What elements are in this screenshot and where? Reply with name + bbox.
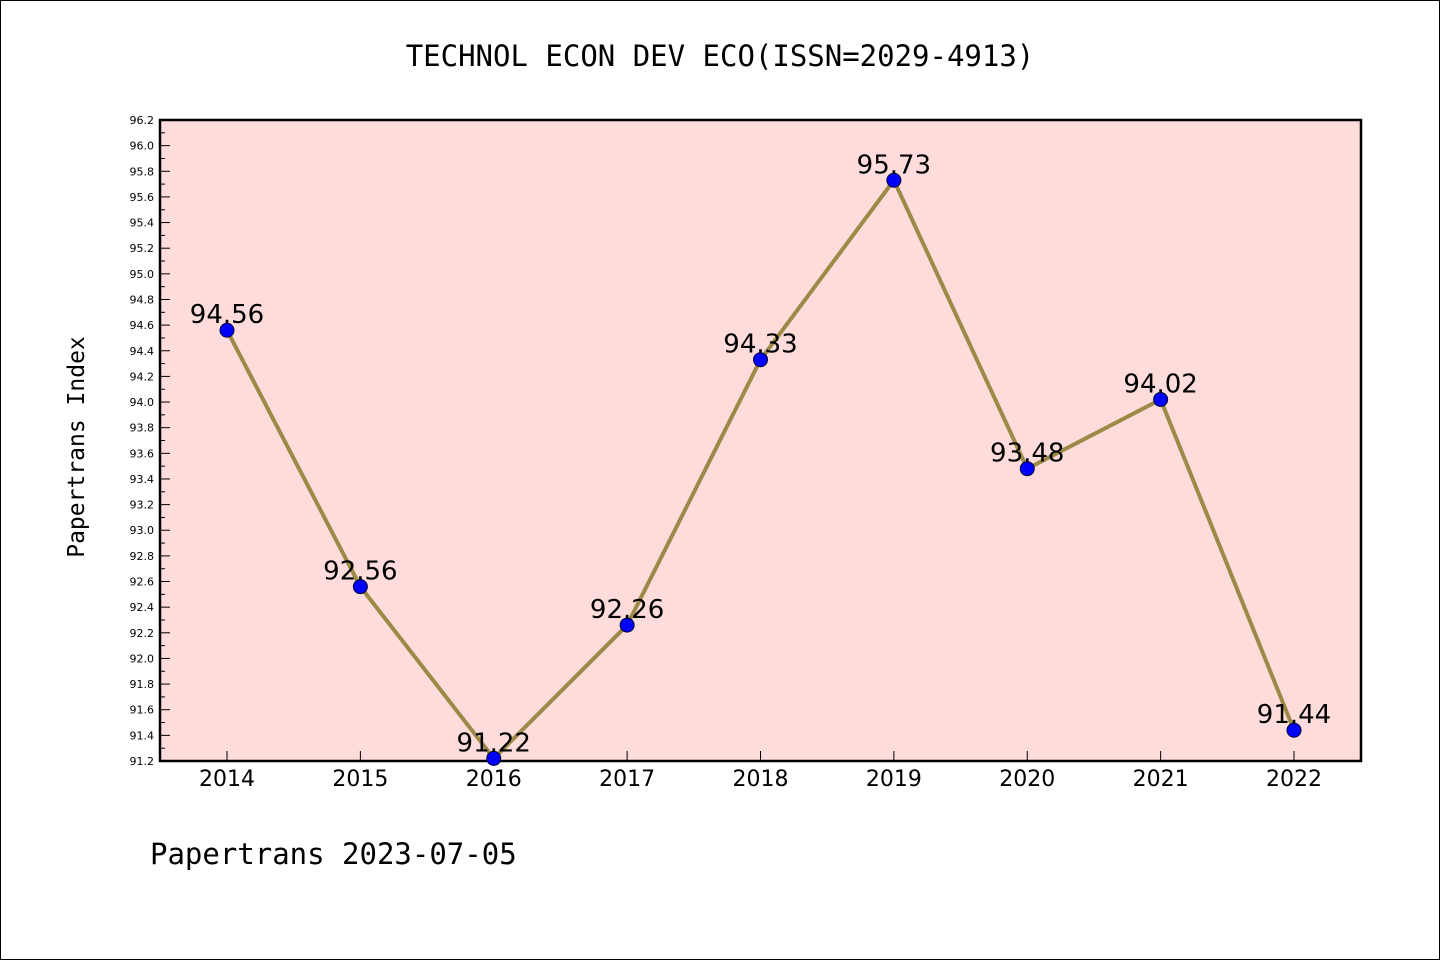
y-tick-label: 95.4 [130, 217, 155, 230]
y-tick-label: 92.0 [130, 652, 155, 665]
y-tick-label: 95.8 [130, 165, 155, 178]
data-label: 91.22 [457, 728, 531, 758]
data-point [1286, 722, 1302, 738]
y-tick-label: 96.0 [130, 140, 155, 153]
y-tick-label: 93.2 [130, 499, 155, 512]
data-label: 93.48 [990, 439, 1064, 469]
x-tick-label: 2021 [1133, 767, 1189, 792]
data-label: 94.02 [1123, 369, 1197, 399]
data-point [1019, 461, 1035, 477]
y-tick-label: 96.2 [130, 114, 155, 127]
x-tick-label: 2018 [733, 767, 789, 792]
y-tick-label: 94.2 [130, 370, 155, 383]
x-tick-label: 2020 [999, 767, 1055, 792]
y-tick-label: 91.4 [130, 729, 155, 742]
y-minor-ticks [160, 132, 165, 749]
y-ticks: 91.2 91.4 91.6 91.8 92.0 92.2 92.4 92.6 92.8 93.0… [130, 114, 170, 768]
y-tick-label: 93.0 [130, 524, 155, 537]
y-tick-label: 94.8 [130, 293, 155, 306]
y-tick-label: 94.0 [130, 396, 155, 409]
y-tick-label: 95.2 [130, 242, 155, 255]
data-point [619, 617, 635, 633]
data-label: 95.73 [857, 150, 931, 180]
x-tick-label: 2015 [332, 767, 388, 792]
x-tick-label: 2022 [1266, 767, 1322, 792]
y-tick-label: 92.8 [130, 550, 155, 563]
data-point [219, 322, 235, 338]
data-label: 92.56 [323, 557, 397, 587]
x-tick-label: 2017 [599, 767, 655, 792]
y-tick-label: 92.2 [130, 627, 155, 640]
data-label: 94.33 [723, 330, 797, 360]
data-point [1153, 391, 1169, 407]
y-tick-label: 94.6 [130, 319, 155, 332]
y-tick-label: 95.6 [130, 191, 155, 204]
y-tick-label: 95.0 [130, 268, 155, 281]
x-tick-label: 2019 [866, 767, 922, 792]
y-tick-label: 93.6 [130, 447, 155, 460]
x-tick-label: 2014 [199, 767, 255, 792]
data-labels: 94.56 92.56 91.22 92.26 94.33 95.73 93.48 94.02… [190, 150, 1331, 758]
x-tick-label: 2016 [466, 767, 522, 792]
y-axis-label: Papertrans Index [64, 336, 90, 558]
series-markers [219, 172, 1302, 766]
y-tick-label: 92.4 [130, 601, 155, 614]
chart-title: TECHNOL ECON DEV ECO(ISSN=2029-4913) [406, 39, 1035, 73]
y-tick-label: 93.8 [130, 422, 155, 435]
y-tick-label: 91.2 [130, 755, 155, 768]
data-point [486, 750, 502, 766]
y-tick-label: 91.6 [130, 704, 155, 717]
y-tick-label: 91.8 [130, 678, 155, 691]
data-point [886, 172, 902, 188]
data-point [753, 352, 768, 368]
data-label: 94.56 [190, 300, 264, 330]
data-label: 92.26 [590, 595, 664, 625]
y-tick-label: 92.6 [130, 576, 155, 589]
data-label: 91.44 [1257, 700, 1331, 730]
y-tick-label: 94.4 [130, 345, 155, 358]
plot-area [158, 118, 1363, 763]
footer-text: Papertrans 2023-07-05 [150, 837, 517, 871]
data-point [352, 579, 368, 595]
x-ticks: 2014 2015 2016 2017 2018 2019 2020 2021 2022 [199, 751, 1322, 792]
y-tick-label: 93.4 [130, 473, 155, 486]
